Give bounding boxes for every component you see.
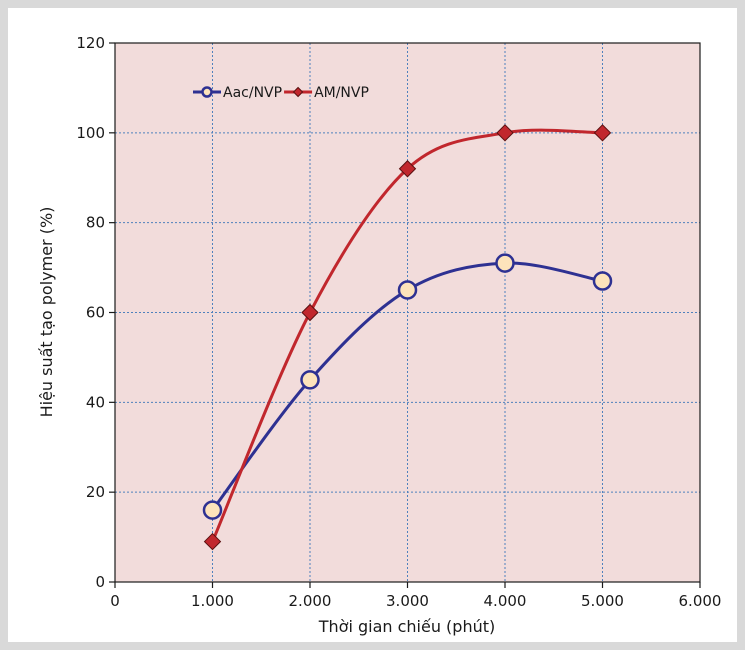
legend-swatch-marker	[292, 86, 304, 98]
x-tick-label: 0	[110, 592, 120, 610]
legend-entry: Aac/NVP	[193, 85, 282, 101]
x-tick-label: 3.000	[386, 592, 429, 610]
x-tick-label: 5.000	[581, 592, 624, 610]
series-markers	[202, 124, 613, 551]
aac-data-point	[300, 370, 320, 390]
legend-label: Aac/NVP	[223, 85, 282, 101]
aac-data-point	[397, 280, 418, 300]
y-tick-label: 60	[86, 304, 105, 322]
legend: Aac/NVP AM/NVP	[193, 85, 369, 101]
x-tick-label: 4.000	[484, 592, 527, 610]
am-data-point	[398, 160, 417, 178]
y-tick-label: 80	[86, 214, 105, 232]
am-series-line	[211, 128, 603, 543]
am-data-point	[203, 532, 222, 551]
legend-entry: AM/NVP	[284, 85, 369, 101]
y-tick-label: 40	[86, 393, 105, 411]
am-data-point	[593, 124, 612, 142]
x-tick-label: 2.000	[289, 592, 332, 610]
am-data-point	[496, 124, 514, 142]
x-tick-label: 1.000	[191, 592, 234, 610]
y-tick-label: 100	[76, 124, 105, 142]
y-tick-label: 0	[95, 573, 105, 591]
legend-swatch-marker	[201, 86, 213, 98]
y-axis-title: Hiệu suất tạo polymer (%)	[37, 207, 56, 418]
aac-data-point	[495, 253, 515, 273]
am-data-point	[301, 303, 319, 322]
x-axis-title: Thời gian chiếu (phút)	[318, 617, 496, 636]
legend-label: AM/NVP	[314, 85, 369, 101]
aac-data-point	[202, 500, 223, 520]
tick-labels: 0 1.000 2.000 3.000 4.000 5.000 6.000 0 20 40 60 80…	[76, 34, 721, 610]
axes	[109, 42, 701, 588]
aac-data-point	[592, 271, 613, 291]
y-tick-label: 120	[76, 34, 105, 52]
y-tick-label: 20	[86, 483, 105, 501]
x-tick-label: 6.000	[679, 592, 722, 610]
